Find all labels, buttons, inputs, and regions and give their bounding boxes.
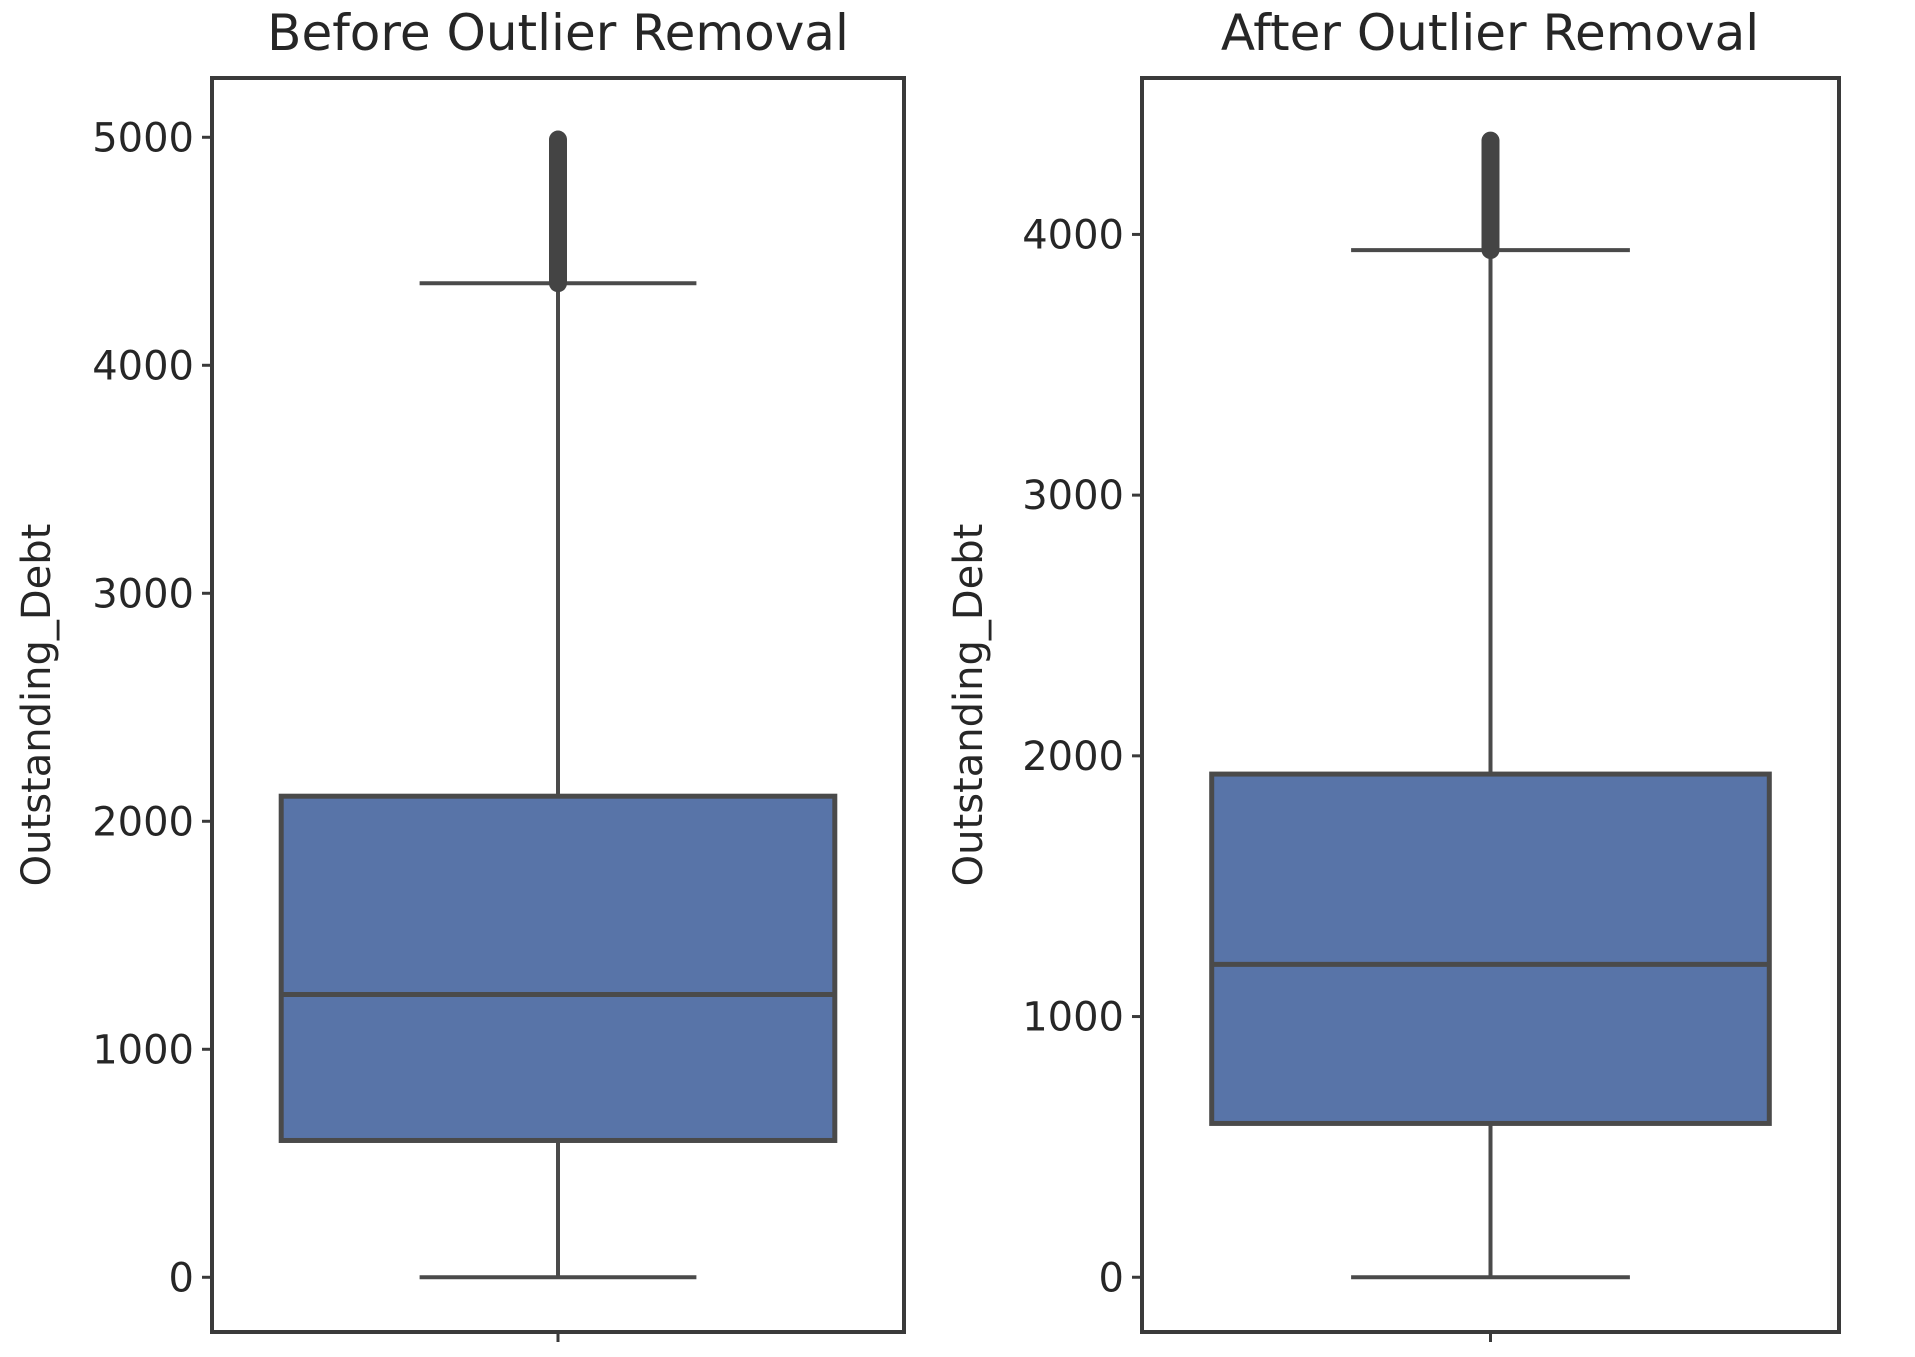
subplot-after: After Outlier Removal Outstanding_Debt 0…	[946, 4, 1841, 1342]
y-tick-label: 0	[1099, 1255, 1124, 1301]
iqr-box	[278, 793, 838, 1143]
y-tick-label: 1000	[1022, 995, 1124, 1041]
subplot-before: Before Outlier Removal Outstanding_Debt …	[14, 4, 906, 1342]
y-axis-label: Outstanding_Debt	[946, 524, 992, 887]
y-tick-label: 4000	[1022, 212, 1124, 258]
chart-title: Before Outlier Removal	[267, 4, 849, 62]
chart-title: After Outlier Removal	[1221, 4, 1759, 62]
y-tick-label: 3000	[92, 571, 194, 617]
y-tick-label: 2000	[92, 799, 194, 845]
y-axis-label: Outstanding_Debt	[14, 524, 60, 887]
iqr-box	[1209, 771, 1772, 1126]
y-tick-label: 4000	[92, 343, 194, 389]
y-tick-label: 1000	[92, 1027, 194, 1073]
y-tick-label: 5000	[92, 115, 194, 161]
y-tick-label: 0	[169, 1255, 194, 1301]
y-tick-label: 2000	[1022, 734, 1124, 780]
y-tick-label: 3000	[1022, 473, 1124, 519]
